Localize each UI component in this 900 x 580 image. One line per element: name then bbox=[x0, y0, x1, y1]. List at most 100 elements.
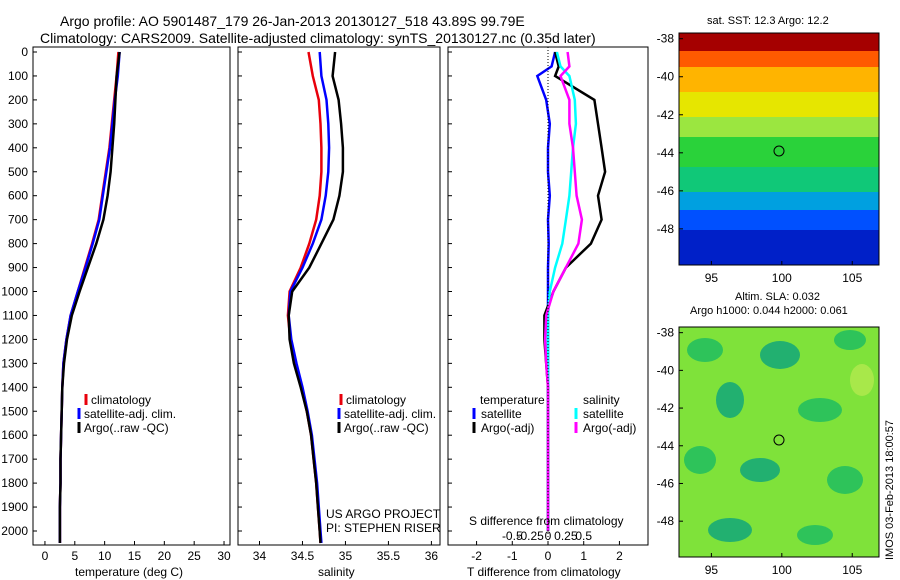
credit-line2: PI: STEPHEN RISER bbox=[326, 521, 441, 535]
map-y-tick-label: -46 bbox=[657, 476, 675, 490]
temp-panel-frame bbox=[32, 46, 231, 546]
map-x-tick-label: 105 bbox=[842, 271, 862, 285]
map-y-tick-label: -48 bbox=[657, 222, 675, 236]
x-tick-label: 36 bbox=[425, 549, 439, 563]
chart-title-line2: Climatology: CARS2009. Satellite-adjuste… bbox=[40, 30, 596, 46]
map-y-tick-label: -42 bbox=[657, 401, 675, 415]
legend-label: Argo(..raw -QC) bbox=[84, 421, 169, 435]
map-y-tick-label: -38 bbox=[657, 326, 675, 340]
sal-panel: 34 34.5 35 35.5 36 bbox=[253, 51, 439, 563]
sla-map bbox=[678, 326, 880, 558]
x-tick-label: 35.5 bbox=[377, 549, 401, 563]
s-tick-label: 0 bbox=[545, 529, 552, 543]
sal-xlabel: salinity bbox=[318, 565, 355, 579]
x-tick-label: 0 bbox=[42, 549, 49, 563]
diff-xlabel: T difference from climatology bbox=[467, 565, 621, 579]
depth-tick-label: 300 bbox=[8, 117, 28, 131]
sal-panel-frame bbox=[237, 46, 441, 546]
x-tick-label: 5 bbox=[71, 549, 78, 563]
sal-legend: climatology satellite-adj. clim. Argo(..… bbox=[326, 393, 441, 535]
depth-tick-label: 1200 bbox=[1, 332, 28, 346]
x-tick-label: 30 bbox=[217, 549, 231, 563]
timestamp-stamp: IMOS 03-Feb-2013 18:00:57 bbox=[884, 419, 896, 560]
legend-label: climatology bbox=[346, 393, 406, 407]
depth-tick-label: 700 bbox=[8, 213, 28, 227]
series-line-2 bbox=[58, 51, 121, 543]
x-tick-label: 34 bbox=[253, 549, 267, 563]
s-tick-label: 0.5 bbox=[575, 529, 592, 543]
map-axes: -38 -40 -42 -44 -46 -48 95 100 105 -38 -40 -42 -44 -4… bbox=[657, 32, 863, 577]
legend-label: Argo(..raw -QC) bbox=[344, 421, 429, 435]
depth-tick-label: 100 bbox=[8, 69, 28, 83]
depth-tick-label: 1900 bbox=[1, 500, 28, 514]
diff-panel: -2 -1 0 1 2 -0.5-0.25 0 0.250.5 bbox=[471, 47, 623, 563]
map-x-tick-label: 95 bbox=[705, 271, 719, 285]
legend-label: Argo(-adj) bbox=[583, 421, 636, 435]
map-y-tick-label: -48 bbox=[657, 514, 675, 528]
depth-tick-label: 1000 bbox=[1, 285, 28, 299]
x-tick-label: 35 bbox=[339, 549, 353, 563]
series-line-3 bbox=[543, 51, 584, 531]
depth-tick-label: 1700 bbox=[1, 452, 28, 466]
map-y-tick-label: -44 bbox=[657, 439, 675, 453]
map-y-tick-label: -40 bbox=[657, 363, 675, 377]
depth-tick-label: 1800 bbox=[1, 476, 28, 490]
x-tick-label: 2 bbox=[616, 549, 623, 563]
depth-tick-label: 1100 bbox=[2, 308, 28, 322]
legend-head-temperature: temperature bbox=[480, 393, 545, 407]
argo-position-marker bbox=[773, 145, 785, 157]
depth-tick-label: 600 bbox=[8, 189, 28, 203]
map-x-tick-label: 100 bbox=[772, 563, 792, 577]
temp-legend: climatology satellite-adj. clim. Argo(..… bbox=[77, 393, 176, 435]
s-tick-label: -0.5 bbox=[502, 529, 523, 543]
depth-tick-label: 500 bbox=[8, 165, 28, 179]
legend-label: satellite bbox=[481, 407, 522, 421]
series-line-2 bbox=[287, 51, 345, 544]
map-y-tick-label: -40 bbox=[657, 70, 675, 84]
diff-legend: temperature salinity satellite Argo(-adj… bbox=[469, 393, 636, 528]
legend-label: satellite bbox=[583, 407, 624, 421]
map-y-tick-label: -38 bbox=[657, 32, 675, 46]
map-x-tick-label: 105 bbox=[842, 563, 862, 577]
argo-position-marker bbox=[773, 434, 785, 446]
temp-xlabel: temperature (deg C) bbox=[75, 565, 183, 579]
chart-title-line1: Argo profile: AO 5901487_179 26-Jan-2013… bbox=[60, 13, 525, 29]
map-x-tick-label: 100 bbox=[772, 271, 792, 285]
legend-label: climatology bbox=[91, 393, 151, 407]
s-tick-label: 0.25 bbox=[554, 529, 578, 543]
sla-map-title2: Argo h1000: 0.044 h2000: 0.061 bbox=[690, 305, 848, 317]
map-y-tick-label: -42 bbox=[657, 108, 675, 122]
legend-label: Argo(-adj) bbox=[481, 421, 534, 435]
depth-tick-label: 1500 bbox=[1, 404, 28, 418]
sst-map-title: sat. SST: 12.3 Argo: 12.2 bbox=[707, 15, 829, 27]
s-diff-label: S difference from climatology bbox=[469, 514, 624, 528]
x-tick-label: 0 bbox=[545, 549, 552, 563]
x-tick-label: -2 bbox=[471, 549, 482, 563]
depth-tick-label: 200 bbox=[8, 93, 28, 107]
map-y-tick-label: -46 bbox=[657, 184, 675, 198]
depth-tick-label: 400 bbox=[8, 141, 28, 155]
depth-tick-label: 2000 bbox=[1, 524, 28, 538]
series-line-0 bbox=[58, 51, 120, 543]
x-tick-label: 10 bbox=[98, 549, 112, 563]
depth-tick-label: 1600 bbox=[1, 428, 28, 442]
x-tick-label: 20 bbox=[158, 549, 172, 563]
legend-label: satellite-adj. clim. bbox=[84, 407, 176, 421]
map-x-tick-label: 95 bbox=[705, 563, 719, 577]
map-y-tick-label: -44 bbox=[657, 146, 675, 160]
x-tick-label: 25 bbox=[188, 549, 202, 563]
depth-tick-label: 1400 bbox=[1, 380, 28, 394]
x-tick-label: -1 bbox=[507, 549, 518, 563]
depth-tick-label: 1300 bbox=[1, 356, 28, 370]
sst-map bbox=[678, 32, 880, 266]
x-tick-label: 15 bbox=[128, 549, 142, 563]
s-tick-label: -0.25 bbox=[516, 529, 544, 543]
x-tick-label: 1 bbox=[580, 549, 587, 563]
series-line-1 bbox=[287, 51, 331, 544]
temp-panel: 0 5 10 15 20 25 30 bbox=[42, 51, 231, 563]
depth-axis: 0 100 200 300 400 500 600 700 800 900 1000 1100 1200… bbox=[1, 45, 452, 538]
depth-tick-label: 800 bbox=[8, 237, 28, 251]
depth-tick-label: 900 bbox=[8, 261, 28, 275]
sla-map-title1: Altim. SLA: 0.032 bbox=[735, 291, 820, 303]
